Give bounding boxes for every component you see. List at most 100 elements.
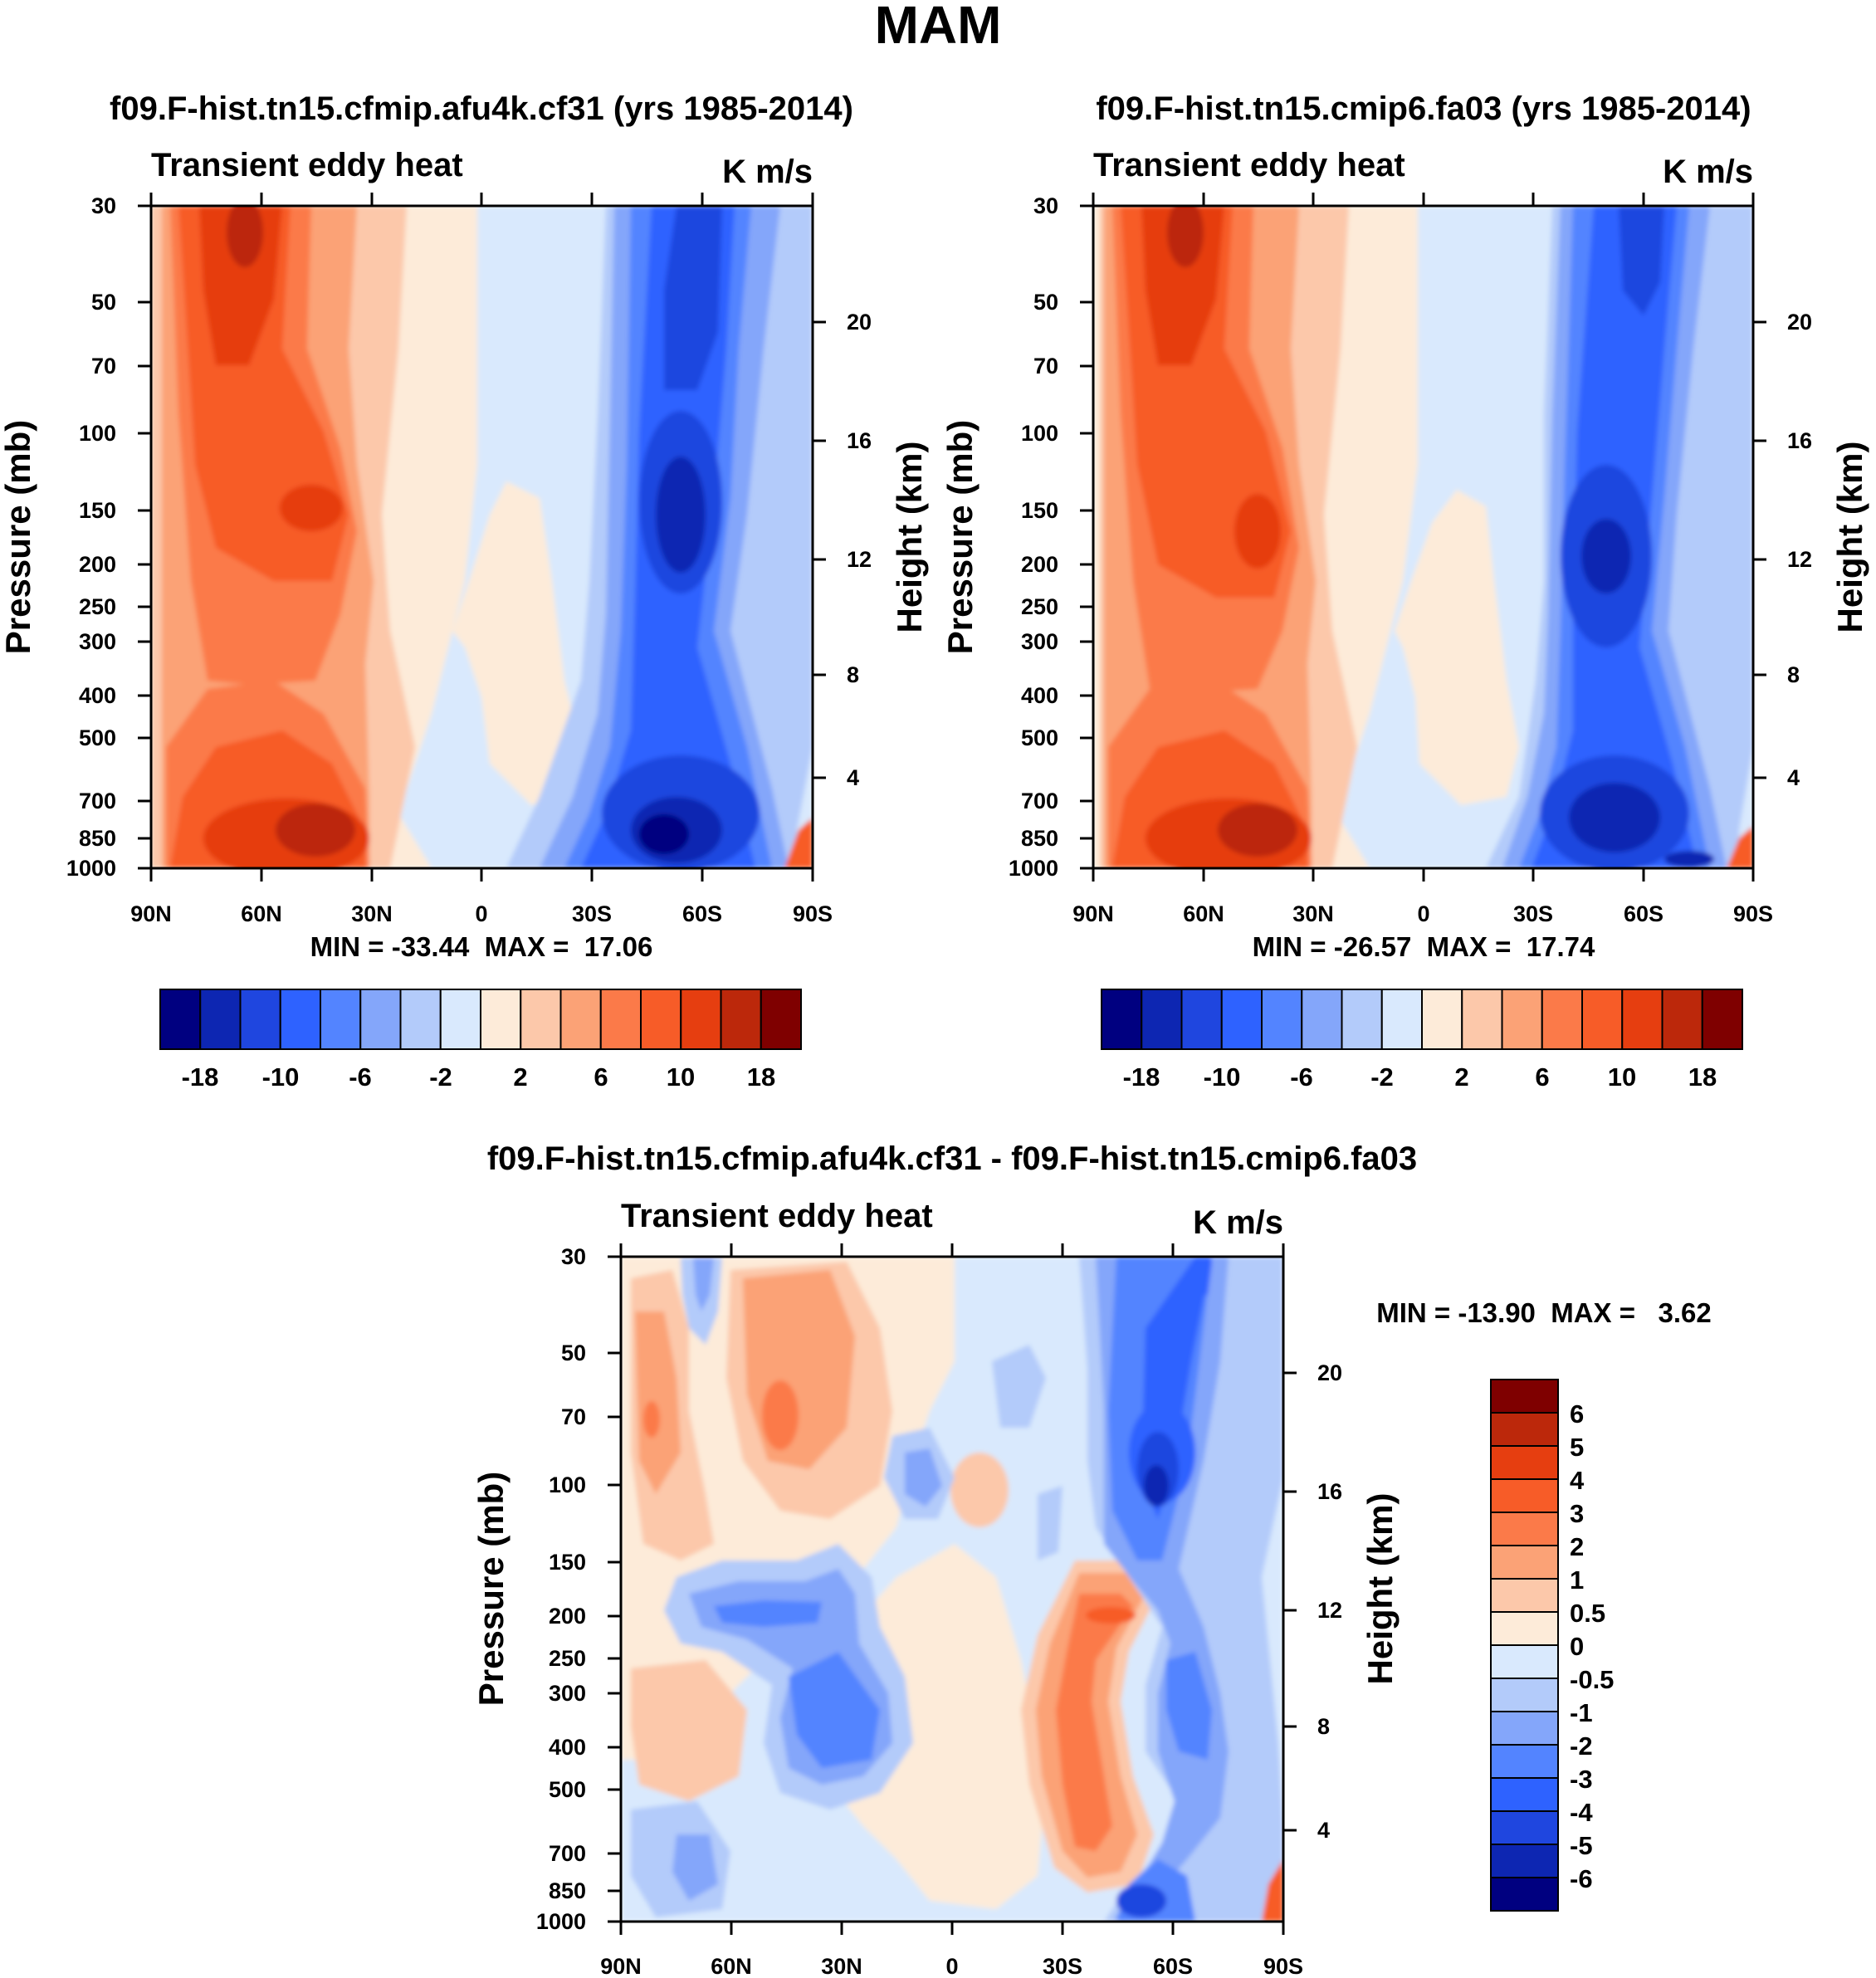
p2-y-tick: 200: [1021, 552, 1058, 577]
colorbar-cell: [1621, 989, 1663, 1050]
panel-2-colorbar: [1101, 989, 1743, 1050]
colorbar-cell: [1541, 989, 1583, 1050]
panel-3-ylabel: Pressure (mb): [471, 1472, 511, 1706]
p3-pole-corner: [1262, 1859, 1283, 1922]
colorbar-cell: [559, 989, 602, 1050]
panel-1-units: K m/s: [722, 154, 813, 190]
colorbar-cell: [1261, 989, 1303, 1050]
p3-y-tick: 70: [561, 1404, 586, 1429]
p1-cb-label: -2: [429, 1062, 452, 1092]
p3-r-tick: 16: [1317, 1479, 1342, 1504]
p3-pos-3: [762, 1380, 799, 1450]
colorbar-cell: [1490, 1644, 1559, 1679]
p3-neg-b3: [714, 1600, 822, 1627]
p1-cb-label: 2: [513, 1062, 527, 1092]
colorbar-cell: [1581, 989, 1624, 1050]
p1-r-tick: 8: [847, 662, 859, 687]
colorbar-cell: [1490, 1744, 1559, 1779]
p3-y-tick: 50: [561, 1341, 586, 1365]
p1-y-tick: 50: [91, 290, 116, 315]
p3-neg-s6: [1144, 1465, 1169, 1507]
p3-pos-s3: [1056, 1594, 1133, 1851]
colorbar-cell: [239, 989, 281, 1050]
panel-2-ticks: [1080, 193, 1766, 882]
p1-r-tick: 20: [847, 310, 872, 335]
panel-2-title: f09.F-hist.tn15.cmip6.fa03 (yrs 1985-201…: [1096, 90, 1751, 127]
p2-pos-6: [1167, 206, 1204, 267]
p3-neg-a2: [693, 1258, 714, 1311]
p2-x-tick: 90N: [1072, 901, 1114, 926]
p2-cb-label: 6: [1535, 1062, 1549, 1092]
colorbar-cell: [320, 989, 362, 1050]
p1-y-tick: 30: [91, 193, 116, 218]
p3-y-tick: 150: [549, 1550, 586, 1575]
p3-r-tick: 4: [1317, 1818, 1330, 1843]
main-title: MAM: [875, 0, 1002, 55]
p2-pos-6b: [1218, 803, 1297, 857]
panel-2-ylabel: Pressure (mb): [940, 420, 980, 654]
colorbar-cell: [399, 989, 442, 1050]
panel-1-colorbar-labels: -18 -10 -6 -2 2 6 10 18: [182, 1062, 776, 1092]
colorbar-cell: [1301, 989, 1343, 1050]
p1-neg-4: [664, 206, 722, 390]
panel-1-contours: [151, 206, 813, 868]
colorbar-cell: [1490, 1810, 1559, 1845]
colorbar-cell: [1461, 989, 1503, 1050]
p3-pos-s4: [1086, 1607, 1136, 1624]
p3-y-tick: 30: [561, 1244, 586, 1269]
p1-pos-sub: [452, 481, 581, 805]
p1-cb-label: 18: [747, 1062, 775, 1092]
panel-2-colorbar-labels: -18 -10 -6 -2 2 6 10 18: [1123, 1062, 1717, 1092]
p1-pos-6b: [276, 803, 355, 857]
p2-neg-5: [1581, 519, 1631, 593]
panel-3: f09.F-hist.tn15.cfmip.afu4k.cf31 - f09.F…: [471, 1140, 1712, 1978]
colorbar-cell: [1180, 989, 1223, 1050]
p2-y-tick: 400: [1021, 683, 1058, 708]
p3-cb-label: 2: [1570, 1532, 1584, 1561]
p1-pos-6: [227, 206, 263, 267]
colorbar-cell: [1490, 1678, 1559, 1712]
p3-cb-label: 0.5: [1570, 1599, 1605, 1628]
p3-neg-b4: [789, 1652, 880, 1768]
p1-pole-corner: [784, 818, 813, 868]
colorbar-cell: [720, 989, 762, 1050]
p2-r-tick: 16: [1787, 428, 1812, 453]
colorbar-cell: [1220, 989, 1263, 1050]
colorbar-cell: [279, 989, 321, 1050]
colorbar-cell: [599, 989, 642, 1050]
panel-2-contours: [1093, 206, 1753, 868]
p2-y-tick: 850: [1021, 826, 1058, 851]
p1-x-tick: 30S: [572, 901, 612, 926]
colorbar-cell: [439, 989, 481, 1050]
p2-pos-5: [1141, 206, 1224, 365]
p1-x-tick: 90S: [793, 901, 833, 926]
p3-cb-label: 0: [1570, 1632, 1584, 1661]
p3-x-tick: 30S: [1043, 1954, 1082, 1978]
panel-1-subtitle: Transient eddy heat: [151, 147, 463, 183]
p2-y-tick: 250: [1021, 594, 1058, 619]
colorbar-cell: [1141, 989, 1183, 1050]
p2-cb-label: 2: [1454, 1062, 1468, 1092]
p2-r-tick: 12: [1787, 547, 1812, 572]
p2-x-tick: 90S: [1733, 901, 1773, 926]
p1-neg-5: [656, 457, 706, 573]
panel-3-contours: [621, 1257, 1283, 1922]
p3-y-tick: 500: [549, 1777, 586, 1802]
p3-x-tick: 30N: [821, 1954, 862, 1978]
p3-cb-label: 1: [1570, 1565, 1584, 1595]
p3-x-tick: 60N: [711, 1954, 752, 1978]
p2-x-tick: 60S: [1624, 901, 1663, 926]
p1-x-tick: 60S: [682, 901, 722, 926]
p3-r-tick: 20: [1317, 1360, 1342, 1385]
p1-r-tick: 16: [847, 428, 872, 453]
panel-2-stats: MIN = -26.57 MAX = 17.74: [1253, 931, 1595, 962]
p3-y-tick: 300: [549, 1681, 586, 1706]
p3-cb-label: -5: [1570, 1831, 1593, 1860]
colorbar-cell: [1490, 1545, 1559, 1580]
p1-y-tick: 70: [91, 354, 116, 379]
panel-1-stats: MIN = -33.44 MAX = 17.06: [310, 931, 653, 962]
panel-3-stats: MIN = -13.90 MAX = 3.62: [1376, 1297, 1712, 1328]
p2-y-tick: 50: [1033, 290, 1058, 315]
p3-cb-label: -4: [1570, 1798, 1593, 1827]
panel-1-ylabels: 30 50 70 100 150 200 250 300 400 500 700…: [66, 193, 116, 881]
